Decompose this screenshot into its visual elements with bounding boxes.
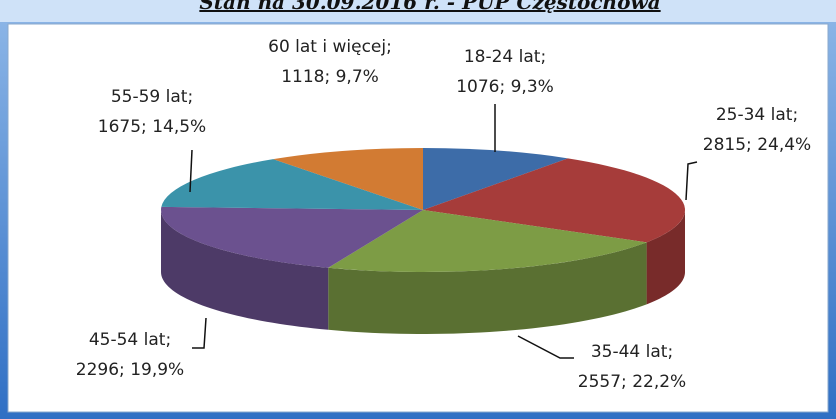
slice — [160, 206, 423, 268]
label-value: 1076; 9,3% — [456, 77, 554, 97]
label-value: 2296; 19,9% — [76, 360, 184, 380]
slice — [161, 159, 423, 210]
leader-line — [189, 149, 193, 193]
label-category: 35-44 lat — [591, 342, 668, 362]
slice — [423, 158, 685, 243]
slice-side — [161, 210, 329, 330]
leader-line — [517, 335, 574, 359]
title-band — [0, 0, 836, 22]
label-value: 2557; 22,2% — [578, 372, 686, 392]
slice — [273, 148, 423, 210]
leader-line — [192, 317, 207, 349]
chart-title: Stan na 30.09.2016 r. - PUP Częstochowa — [199, 0, 660, 14]
leader-line — [685, 161, 698, 201]
label-category: 18-24 lat — [464, 47, 541, 67]
pie — [160, 148, 685, 334]
label-value: 2815; 24,4% — [703, 135, 811, 155]
slice-side — [328, 242, 647, 334]
label-category: 25-34 lat — [716, 105, 793, 125]
slice — [423, 148, 568, 210]
label-value: 1118; 9,7% — [281, 67, 379, 87]
slice-side — [646, 210, 685, 305]
slice — [328, 210, 647, 272]
label-category: 55-59 lat — [111, 87, 188, 107]
label-category: 60 lat i więcej — [268, 37, 386, 57]
label-value: 1675; 14,5% — [98, 117, 206, 137]
label-category: 45-54 lat — [89, 330, 166, 350]
